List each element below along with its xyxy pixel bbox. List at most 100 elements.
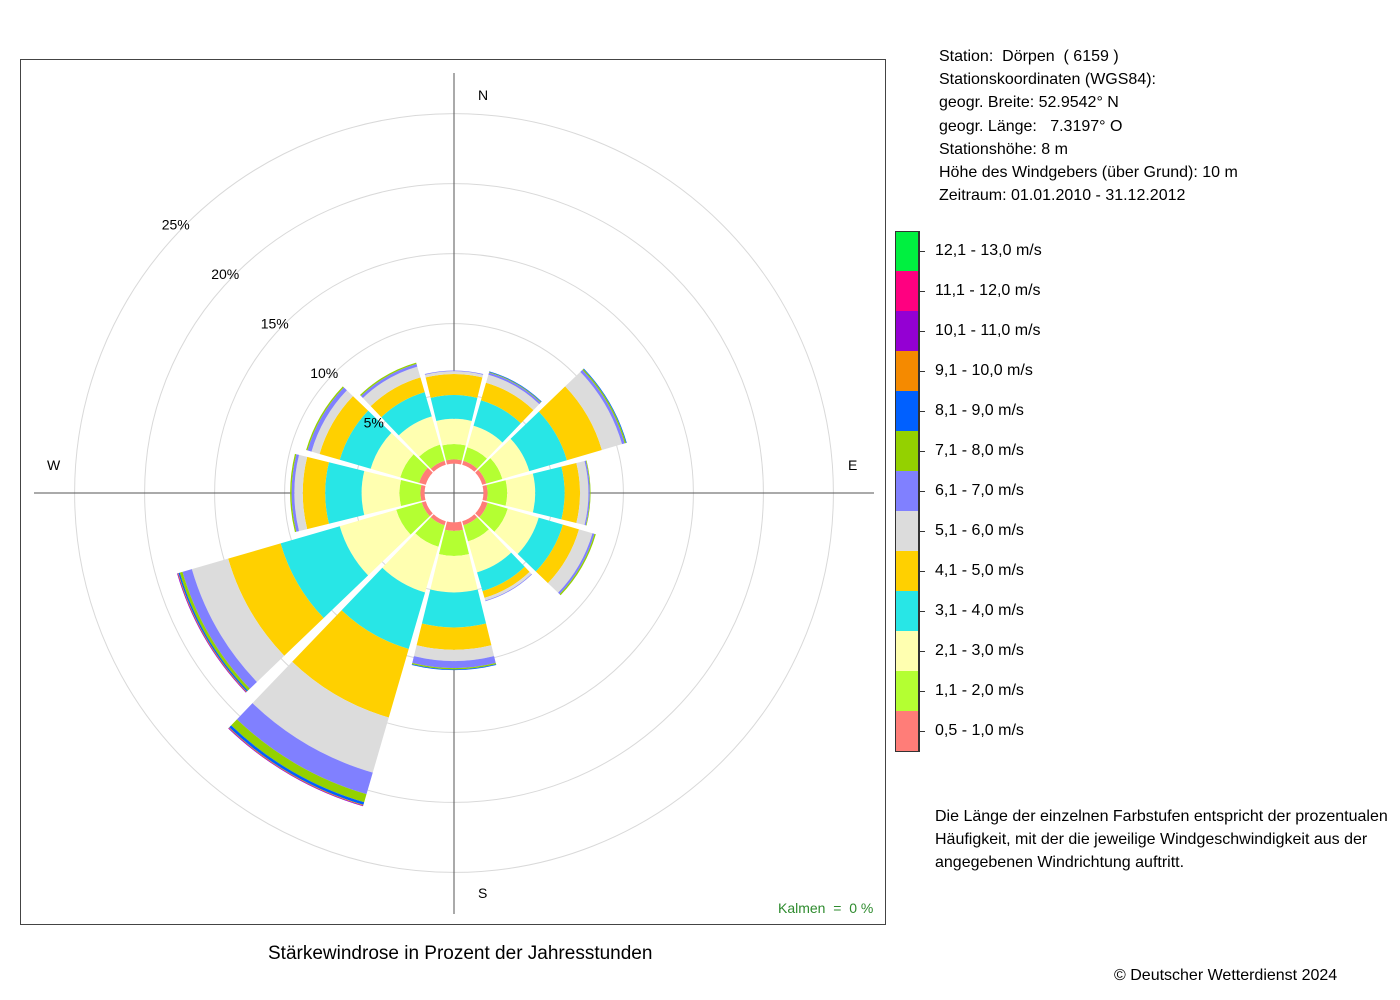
sector-segment xyxy=(399,479,422,507)
sector-segment xyxy=(436,418,472,446)
sector-segment xyxy=(319,396,369,460)
legend-label: 0,5 - 1,0 m/s xyxy=(935,722,1024,739)
sector-segment xyxy=(475,469,487,485)
sector-segment xyxy=(424,370,484,375)
sector-segment xyxy=(480,382,534,424)
sector-segment xyxy=(413,645,495,661)
legend-label: 6,1 - 7,0 m/s xyxy=(935,482,1024,499)
sector-segment xyxy=(360,363,418,399)
sector-segment xyxy=(411,662,497,670)
legend-swatch xyxy=(895,631,919,671)
station-longitude: geogr. Länge: 7.3197° O xyxy=(939,117,1123,135)
legend-item: 7,1 - 8,0 m/s xyxy=(895,431,1135,471)
sector-segment xyxy=(468,529,512,573)
sector-segment xyxy=(430,514,446,526)
legend-tick xyxy=(919,451,925,452)
ring-label: 5% xyxy=(364,415,384,431)
sector-segment xyxy=(558,533,595,595)
wind-rose-plot-frame: 5% 10% 15% 20% 25% N E S W xyxy=(20,59,886,925)
sector-segment xyxy=(473,400,521,443)
legend-tick xyxy=(919,371,925,372)
legend-swatch xyxy=(895,231,919,271)
wind-rose-chart: 5% 10% 15% 20% 25% N E S W xyxy=(34,73,874,914)
legend-tick xyxy=(919,611,925,612)
sector-segment xyxy=(486,480,508,506)
ring-label: 10% xyxy=(310,365,338,381)
legend-label: 2,1 - 3,0 m/s xyxy=(935,642,1024,659)
sector-segment xyxy=(370,377,425,418)
sector-segment xyxy=(430,460,446,472)
sector-segment xyxy=(339,410,392,469)
sector-segment xyxy=(490,438,530,479)
sector-segment xyxy=(419,467,433,485)
legend-swatch xyxy=(895,431,919,471)
legend-swatch xyxy=(895,351,919,391)
sector-segment xyxy=(576,460,589,526)
station-coordinates-heading: Stationskoordinaten (WGS84): xyxy=(939,71,1156,89)
legend-label: 4,1 - 5,0 m/s xyxy=(935,562,1024,579)
legend-item: 1,1 - 2,0 m/s xyxy=(895,671,1135,711)
wind-sector xyxy=(482,460,591,526)
sector-segment xyxy=(424,371,484,378)
sector-segment xyxy=(339,509,411,576)
chart-title: Stärkewindrose in Prozent der Jahresstun… xyxy=(268,943,653,964)
sector-segment xyxy=(361,470,401,516)
sector-segment xyxy=(484,571,532,601)
legend-tick xyxy=(919,731,925,732)
legend-label: 11,1 - 12,0 m/s xyxy=(935,282,1041,299)
explanation-note: Die Länge der einzelnen Farbstufen entsp… xyxy=(935,805,1395,874)
station-latitude: geogr. Breite: 52.9542° N xyxy=(939,94,1119,112)
ring-labels: 5% 10% 15% 20% 25% xyxy=(162,217,384,431)
sector-segment xyxy=(294,454,308,532)
legend-swatch xyxy=(895,271,919,311)
legend-swatch xyxy=(895,511,919,551)
sector-segment xyxy=(292,610,409,718)
direction-label-north: N xyxy=(478,87,488,103)
sector-segment xyxy=(482,484,488,502)
sector-segment xyxy=(479,502,508,532)
sector-segment xyxy=(462,514,478,526)
sector-segment xyxy=(438,529,470,556)
wind-sector xyxy=(462,371,542,472)
sector-segment xyxy=(463,447,487,469)
legend-item: 8,1 - 9,0 m/s xyxy=(895,391,1135,431)
sector-segment xyxy=(252,661,389,773)
legend-swatch xyxy=(895,591,919,631)
sector-segment xyxy=(467,425,503,459)
wind-sector xyxy=(228,514,446,807)
ring-label: 20% xyxy=(211,266,239,282)
ring-label: 25% xyxy=(162,217,190,233)
station-info: Station: Dörpen ( 6159 ) Stationskoordin… xyxy=(939,45,1238,207)
legend-tick xyxy=(919,411,925,412)
sector-segment xyxy=(191,558,285,682)
direction-label-south: S xyxy=(478,885,487,901)
sector-segment xyxy=(307,387,347,452)
legend-swatch xyxy=(895,471,919,511)
wind-sector xyxy=(360,362,446,472)
sector-segment xyxy=(477,552,525,592)
sector-segment xyxy=(561,462,580,524)
sector-segment xyxy=(517,517,563,572)
sector-segment xyxy=(463,517,489,542)
sector-segment xyxy=(488,372,541,405)
direction-label-east: E xyxy=(848,457,857,473)
wind-sector xyxy=(424,370,484,465)
sector-segment xyxy=(580,369,625,445)
sector-segment xyxy=(228,543,324,656)
sector-segment xyxy=(547,529,593,593)
note-line: Die Länge der einzelnen Farbstufen entsp… xyxy=(935,808,1388,825)
sector-segment xyxy=(325,462,365,524)
legend-tick xyxy=(919,291,925,292)
sector-segment xyxy=(236,703,373,795)
legend-tick xyxy=(919,251,925,252)
legend-swatch xyxy=(895,671,919,711)
wind-sector xyxy=(462,514,533,602)
sector-segment xyxy=(419,444,445,469)
legend-label: 7,1 - 8,0 m/s xyxy=(935,442,1024,459)
sector-segment xyxy=(535,524,580,584)
legend-tick xyxy=(919,651,925,652)
time-period: Zeitraum: 01.01.2010 - 31.12.2012 xyxy=(939,187,1186,205)
legend-item: 12,1 - 13,0 m/s xyxy=(895,231,1135,271)
legend-item: 0,5 - 1,0 m/s xyxy=(895,711,1135,751)
legend-item: 4,1 - 5,0 m/s xyxy=(895,551,1135,591)
